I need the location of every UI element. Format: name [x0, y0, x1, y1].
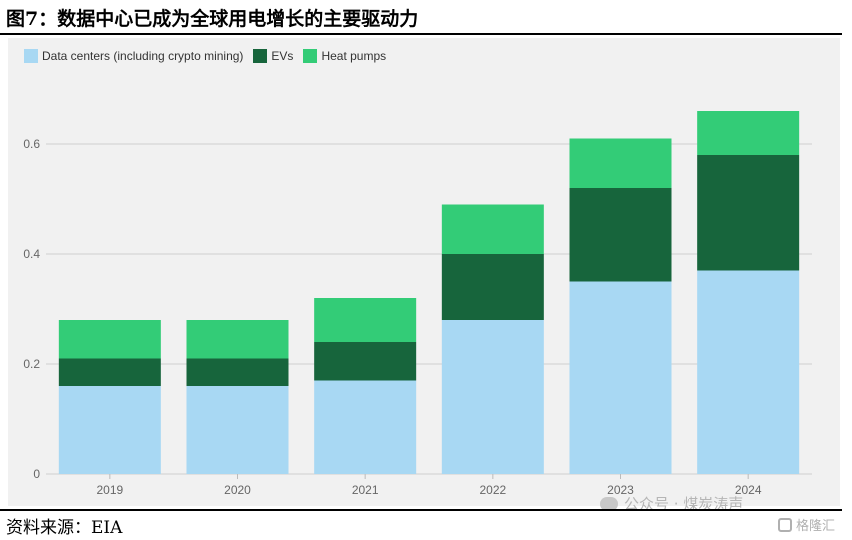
bar-segment	[186, 358, 289, 386]
legend-label-evs: EVs	[271, 49, 294, 63]
legend-item-heat-pumps: Heat pumps	[303, 49, 386, 63]
logo-icon	[778, 517, 792, 532]
x-tick-label: 2023	[607, 483, 634, 497]
legend-item-data-centers: Data centers (including crypto mining)	[24, 49, 243, 63]
legend-label-heat-pumps: Heat pumps	[321, 49, 387, 63]
y-tick-label: 0	[33, 467, 40, 481]
watermark-text: 公众号 · 煤炭涛声	[624, 495, 744, 513]
x-tick-label: 2020	[224, 483, 251, 497]
legend-item-evs: EVs	[253, 49, 293, 63]
bar-segment	[58, 358, 161, 386]
bar-segment	[697, 111, 800, 155]
stacked-bar-chart: 0 0.2 0.4 0.6 2019 2020 2021 2022 2023 2024	[23, 111, 812, 497]
watermark-logo: 格隆汇	[778, 515, 835, 534]
title-divider	[0, 33, 842, 35]
bar-segment	[569, 188, 672, 282]
legend-label-data-centers: Data centers (including crypto mining)	[42, 49, 244, 63]
bar-segment	[186, 386, 289, 474]
legend-swatch-data-centers	[24, 49, 38, 63]
bar-segment	[569, 281, 672, 474]
chart-legend: Data centers (including crypto mining) E…	[24, 49, 396, 63]
watermark-logo-text: 格隆汇	[796, 519, 836, 534]
bar-segment	[314, 380, 417, 474]
y-tick-label: 0.2	[23, 357, 40, 371]
figure-title: 图7：数据中心已成为全球用电增长的主要驱动力	[6, 8, 419, 30]
watermark: 公众号 · 煤炭涛声	[600, 493, 743, 514]
bar-segment	[697, 270, 800, 474]
bar-segment	[186, 320, 289, 359]
bar-segment	[314, 342, 417, 381]
x-tick-label: 2024	[735, 483, 762, 497]
x-tick-label: 2021	[352, 483, 379, 497]
y-tick-label: 0.6	[23, 137, 40, 151]
source-note: 资料来源：EIA	[6, 518, 123, 538]
bar-segment	[441, 204, 544, 254]
x-tick-label: 2022	[479, 483, 506, 497]
bar-segment	[58, 386, 161, 474]
bar-segment	[569, 138, 672, 188]
bar-segment	[441, 254, 544, 320]
bar-segment	[58, 320, 161, 359]
legend-swatch-evs	[253, 49, 268, 63]
bar-segment	[441, 320, 544, 474]
x-tick-label: 2019	[96, 483, 123, 497]
source-divider	[0, 509, 842, 511]
bar-segment	[697, 155, 800, 271]
y-tick-label: 0.4	[23, 247, 40, 261]
bar-segment	[314, 298, 417, 342]
legend-swatch-heat-pumps	[303, 49, 318, 63]
chart-panel: Data centers (including crypto mining) E…	[8, 38, 840, 506]
wechat-icon	[600, 496, 618, 511]
